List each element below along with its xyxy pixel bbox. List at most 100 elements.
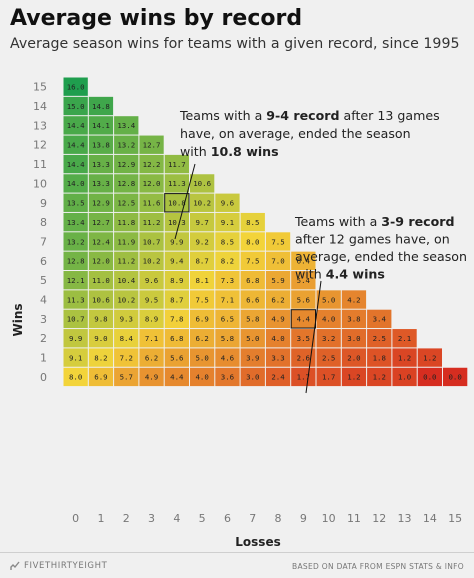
annotation-segment: with [180, 144, 211, 159]
annotation-text: Teams with a 3-9 record after 12 games ha… [294, 214, 467, 282]
heatmap-cell: 9.8 [88, 309, 114, 329]
cell-value: 10.4 [117, 276, 135, 285]
heatmap-cell: 9.6 [215, 193, 240, 212]
cell-value: 7.8 [170, 315, 183, 324]
cell-value: 10.7 [143, 237, 161, 246]
cell-value: 3.0 [246, 373, 259, 382]
heatmap-cell: 8.2 [215, 251, 240, 270]
cell-value: 10.2 [143, 257, 161, 266]
cell-rect [443, 367, 468, 387]
cell-rect [63, 232, 88, 251]
cell-value: 13.4 [117, 121, 135, 130]
heatmap-cell: 8.5 [240, 212, 265, 232]
heatmap-cell: 1.0 [392, 367, 417, 387]
heatmap-cell: 11.8 [114, 212, 139, 232]
heatmap-cell: 7.8 [164, 309, 189, 329]
cell-value: 3.0 [347, 334, 360, 343]
heatmap-cell: 5.8 [240, 309, 265, 329]
annotation-segment: after 12 games have, on [295, 232, 450, 247]
heatmap-cell: 8.2 [88, 348, 114, 367]
x-tick-label: 14 [423, 512, 437, 525]
cell-value: 1.2 [398, 353, 411, 362]
cell-value: 8.5 [221, 237, 234, 246]
heatmap-cell: 8.1 [190, 271, 215, 290]
cell-rect [265, 271, 291, 290]
y-tick-label: 9 [40, 197, 47, 210]
cell-value: 12.4 [92, 237, 110, 246]
cell-rect [88, 367, 114, 387]
cell-value: 6.9 [94, 373, 107, 382]
heatmap-cell: 12.9 [88, 193, 114, 212]
y-tick-label: 8 [40, 216, 47, 229]
cell-value: 8.9 [145, 315, 158, 324]
cell-value: 13.3 [92, 179, 110, 188]
cell-rect [341, 290, 367, 309]
heatmap-cell: 11.9 [114, 232, 139, 251]
chart-title: Average wins by record [10, 6, 303, 31]
cell-rect [139, 212, 164, 232]
heatmap-cell: 5.6 [291, 290, 316, 309]
heatmap-cell: 1.2 [367, 367, 392, 387]
cell-value: 11.6 [143, 199, 161, 208]
cell-value: 5.6 [297, 295, 310, 304]
cell-value: 9.6 [221, 199, 234, 208]
heatmap-cell: 14.0 [63, 174, 88, 193]
cell-rect [240, 348, 265, 367]
heatmap-cell: 1.2 [341, 367, 367, 387]
cell-value: 12.5 [117, 199, 135, 208]
cell-rect [190, 212, 215, 232]
heatmap-cell: 8.7 [164, 290, 189, 309]
heatmap-cell: 12.1 [63, 271, 88, 290]
heatmap-cell: 10.6 [190, 174, 215, 193]
cell-value: 10.6 [92, 295, 110, 304]
heatmap-cell: 11.0 [88, 271, 114, 290]
cell-rect [88, 271, 114, 290]
x-tick-label: 8 [275, 512, 282, 525]
cell-value: 5.0 [195, 353, 208, 362]
cell-value: 4.9 [145, 373, 158, 382]
cell-rect [139, 348, 164, 367]
heatmap-cell: 6.2 [139, 348, 164, 367]
heatmap-cell: 8.0 [240, 232, 265, 251]
cell-value: 7.3 [221, 276, 234, 285]
y-tick-label: 14 [33, 100, 47, 113]
cell-rect [63, 348, 88, 367]
cell-value: 0.0 [423, 373, 436, 382]
cell-value: 1.7 [322, 373, 335, 382]
cell-rect [190, 348, 215, 367]
heatmap-cell: 11.3 [164, 174, 189, 193]
cell-value: 10.2 [193, 199, 211, 208]
heatmap-cell: 7.5 [265, 232, 291, 251]
heatmap-cell: 13.3 [88, 174, 114, 193]
heatmap-cell: 6.4 [291, 251, 316, 270]
cell-value: 3.4 [373, 315, 387, 324]
cell-value: 8.7 [195, 257, 208, 266]
heatmap-cell: 4.2 [341, 290, 367, 309]
heatmap-cell: 7.1 [215, 290, 240, 309]
heatmap-cell: 7.0 [265, 251, 291, 270]
heatmap-cell: 14.4 [63, 116, 88, 135]
cell-value: 8.9 [170, 276, 183, 285]
cell-value: 6.2 [271, 295, 284, 304]
cell-rect [190, 251, 215, 270]
cell-value: 13.5 [67, 199, 85, 208]
cell-value: 2.5 [373, 334, 386, 343]
cell-value: 5.8 [246, 315, 259, 324]
heatmap-cell: 11.6 [139, 193, 164, 212]
heatmap-cell: 0.0 [443, 367, 468, 387]
cell-value: 5.0 [322, 295, 335, 304]
cell-rect [215, 309, 240, 329]
cell-rect [265, 232, 291, 251]
annotation-segment: 4.4 wins [326, 267, 385, 282]
heatmap-cell: 7.1 [139, 329, 164, 348]
cell-rect [164, 232, 189, 251]
cell-rect [63, 193, 88, 212]
cell-value: 12.1 [67, 276, 85, 285]
cell-value: 4.0 [271, 334, 284, 343]
x-tick-label: 10 [322, 512, 336, 525]
heatmap-cell: 6.9 [88, 367, 114, 387]
cell-value: 14.4 [67, 160, 85, 169]
x-tick-label: 7 [249, 512, 256, 525]
cell-rect [316, 348, 341, 367]
heatmap-cell: 8.7 [190, 251, 215, 270]
